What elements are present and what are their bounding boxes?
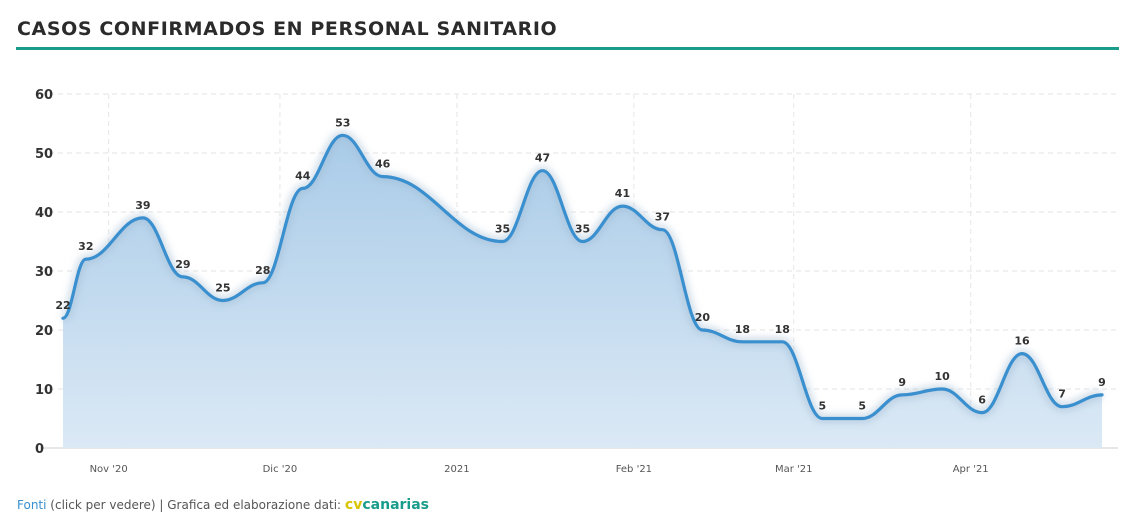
data-point[interactable] — [499, 238, 507, 246]
data-point[interactable] — [698, 326, 706, 334]
data-label: 18 — [735, 323, 750, 336]
data-label: 35 — [575, 223, 590, 236]
data-point[interactable] — [339, 131, 347, 139]
y-tick-label: 50 — [35, 147, 53, 162]
data-point[interactable] — [179, 273, 187, 281]
data-label: 16 — [1014, 335, 1030, 348]
y-tick-label: 0 — [35, 442, 44, 457]
data-label: 5 — [818, 400, 826, 413]
data-point[interactable] — [818, 415, 826, 423]
y-tick-label: 40 — [35, 206, 53, 221]
brand-logo-cv[interactable]: cv — [344, 497, 363, 513]
data-label: 18 — [775, 323, 790, 336]
data-label: 9 — [1098, 376, 1106, 389]
data-point[interactable] — [579, 238, 587, 246]
data-label: 10 — [934, 370, 950, 383]
data-label: 32 — [78, 240, 93, 253]
data-point[interactable] — [978, 409, 986, 417]
y-tick-label: 10 — [35, 383, 53, 398]
y-tick-label: 20 — [35, 324, 53, 339]
data-point[interactable] — [219, 297, 227, 305]
series-line[interactable] — [61, 133, 1104, 421]
data-label: 53 — [335, 116, 350, 129]
data-point[interactable] — [82, 255, 90, 263]
data-point[interactable] — [139, 214, 147, 222]
data-label: 22 — [55, 299, 70, 312]
data-point[interactable] — [658, 226, 666, 234]
chart-area[interactable]: 0 10 20 30 40 50 60 Nov '20 Dic '20 2021 Feb '21 Ma… — [0, 0, 1129, 490]
data-point[interactable] — [379, 173, 387, 181]
sources-link[interactable]: Fonti — [17, 498, 47, 512]
data-label: 39 — [135, 199, 150, 212]
data-label: 28 — [255, 264, 270, 277]
data-label: 44 — [295, 169, 311, 182]
series-area-fill — [63, 135, 1102, 449]
y-tick-label: 60 — [35, 88, 53, 103]
x-tick-label: Mar '21 — [775, 464, 813, 475]
data-point[interactable] — [259, 279, 267, 287]
x-tick-label: Apr '21 — [953, 464, 989, 475]
data-label: 9 — [898, 376, 906, 389]
data-label: 25 — [215, 282, 230, 295]
data-point[interactable] — [938, 385, 946, 393]
data-label: 46 — [375, 158, 391, 171]
footer: Fonti (click per vedere) | Grafica ed el… — [17, 497, 429, 513]
x-tick-label: Nov '20 — [90, 464, 128, 475]
title-divider — [16, 47, 1119, 50]
x-tick-label: 2021 — [444, 464, 469, 475]
data-point[interactable] — [539, 167, 547, 175]
data-label: 35 — [495, 223, 510, 236]
data-point[interactable] — [778, 338, 786, 346]
data-label: 29 — [175, 258, 190, 271]
data-label: 41 — [615, 187, 630, 200]
y-tick-label: 30 — [35, 265, 53, 280]
data-label: 20 — [695, 311, 711, 324]
data-point[interactable] — [1058, 403, 1066, 411]
data-point[interactable] — [738, 338, 746, 346]
data-point[interactable] — [858, 415, 866, 423]
data-label: 6 — [978, 394, 986, 407]
data-point[interactable] — [1098, 391, 1106, 399]
data-point[interactable] — [299, 184, 307, 192]
data-point[interactable] — [618, 202, 626, 210]
data-label: 37 — [655, 211, 670, 224]
x-tick-label: Feb '21 — [616, 464, 652, 475]
data-point[interactable] — [1018, 350, 1026, 358]
data-point[interactable] — [59, 314, 67, 322]
chart-title: CASOS CONFIRMADOS EN PERSONAL SANITARIO — [17, 18, 558, 40]
data-point[interactable] — [898, 391, 906, 399]
data-label: 47 — [535, 152, 550, 165]
x-tick-label: Dic '20 — [263, 464, 298, 475]
footer-credit-text: (click per vedere) | Grafica ed elaboraz… — [46, 498, 345, 512]
data-label: 7 — [1058, 388, 1066, 401]
brand-logo-canarias[interactable]: canarias — [362, 497, 430, 513]
data-label: 5 — [858, 400, 866, 413]
